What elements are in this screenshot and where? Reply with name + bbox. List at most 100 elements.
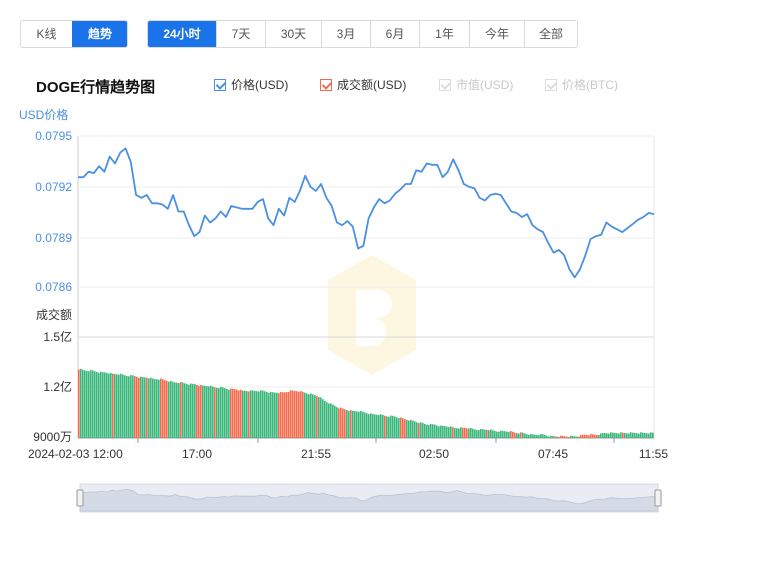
view-tab-group: K线 趋势 <box>20 20 128 48</box>
price-tick-label: 0.0786 <box>35 280 72 294</box>
volume-bar <box>648 433 650 438</box>
volume-bar <box>482 429 484 438</box>
volume-bar <box>510 431 512 438</box>
volume-bar <box>418 423 420 438</box>
navigator-handle-left[interactable] <box>76 489 84 507</box>
volume-bar <box>528 434 530 438</box>
volume-bar <box>272 392 274 438</box>
volume-bar <box>454 427 456 438</box>
volume-bar <box>608 433 610 438</box>
volume-bar <box>556 436 558 438</box>
volume-bar <box>430 423 432 438</box>
volume-bar <box>228 389 230 438</box>
volume-bar <box>292 390 294 438</box>
volume-bar <box>468 428 470 438</box>
volume-bar <box>522 432 524 438</box>
volume-bar <box>540 434 542 438</box>
volume-bar <box>102 372 104 438</box>
checkbox-icon[interactable] <box>545 78 557 91</box>
volume-bar <box>546 435 548 438</box>
volume-bar <box>134 376 136 438</box>
volume-bar <box>84 370 86 438</box>
tab-range-ytd[interactable]: 今年 <box>469 21 524 47</box>
volume-bar <box>160 378 162 438</box>
volume-bar <box>250 390 252 438</box>
volume-bar <box>328 403 330 438</box>
volume-bar <box>550 435 552 438</box>
volume-bar <box>164 380 166 438</box>
volume-bar <box>638 433 640 438</box>
legend-label: 成交额(USD) <box>337 78 407 92</box>
volume-bar <box>524 433 526 438</box>
checkbox-icon[interactable] <box>214 78 226 91</box>
volume-bar <box>282 392 284 438</box>
legend-price-btc[interactable]: 价格(BTC) <box>545 76 618 93</box>
volume-bar <box>554 436 556 438</box>
legend-price-usd[interactable]: 价格(USD) <box>214 76 288 93</box>
volume-bar <box>620 432 622 438</box>
volume-bar <box>568 436 570 438</box>
volume-tick-label: 1.5亿 <box>43 329 72 344</box>
tab-range-1y[interactable]: 1年 <box>419 21 469 47</box>
x-tick-label: 07:45 <box>538 447 568 461</box>
volume-bar <box>324 400 326 438</box>
volume-bar <box>168 381 170 438</box>
volume-bar <box>152 378 154 438</box>
volume-bar <box>404 418 406 438</box>
volume-bar <box>466 428 468 438</box>
volume-bar <box>630 432 632 438</box>
volume-bar <box>552 436 554 438</box>
volume-bar <box>604 432 606 438</box>
volume-bar <box>194 384 196 438</box>
volume-bar <box>148 378 150 438</box>
volume-bar <box>508 431 510 438</box>
volume-bar <box>388 416 390 438</box>
volume-bar <box>362 411 364 438</box>
legend-label: 价格(BTC) <box>562 78 618 92</box>
volume-bar <box>530 434 532 438</box>
price-axis-title: USD价格 <box>19 107 68 122</box>
volume-bar <box>176 382 178 438</box>
volume-bar <box>426 424 428 438</box>
volume-bar <box>448 427 450 438</box>
volume-bar <box>396 417 398 438</box>
tab-range-30d[interactable]: 30天 <box>265 21 321 47</box>
volume-bar <box>452 427 454 438</box>
volume-bar <box>458 428 460 438</box>
volume-bar <box>262 390 264 438</box>
legend-volume-usd[interactable]: 成交额(USD) <box>320 76 406 93</box>
volume-bar <box>394 416 396 438</box>
volume-bar <box>108 373 110 438</box>
volume-bar <box>626 433 628 438</box>
x-tick-label: 21:55 <box>301 447 331 461</box>
volume-bar <box>390 415 392 438</box>
navigator-track[interactable] <box>79 483 659 513</box>
tab-range-7d[interactable]: 7天 <box>216 21 265 47</box>
volume-bar <box>564 436 566 438</box>
volume-bar <box>238 390 240 438</box>
tab-kline[interactable]: K线 <box>21 21 72 47</box>
volume-bar <box>512 431 514 438</box>
tab-range-3m[interactable]: 3月 <box>321 21 370 47</box>
tab-range-all[interactable]: 全部 <box>524 21 577 47</box>
legend-marketcap-usd[interactable]: 市值(USD) <box>439 76 513 93</box>
navigator-handle-right[interactable] <box>654 489 662 507</box>
volume-axis-title: 成交额 <box>36 307 72 322</box>
checkbox-icon[interactable] <box>320 78 332 91</box>
tab-range-24h[interactable]: 24小时 <box>148 21 216 47</box>
volume-bar <box>644 432 646 438</box>
volume-bar <box>276 392 278 438</box>
tab-range-6m[interactable]: 6月 <box>370 21 419 47</box>
volume-bar <box>252 390 254 438</box>
volume-bar <box>520 432 522 438</box>
volume-bar <box>366 413 368 438</box>
volume-bar <box>628 433 630 438</box>
volume-bar <box>150 377 152 438</box>
tab-trend[interactable]: 趋势 <box>72 21 127 47</box>
volume-bar <box>516 433 518 438</box>
price-line <box>78 147 655 279</box>
volume-bar <box>302 391 304 438</box>
volume-bar <box>128 376 130 438</box>
volume-bar <box>116 374 118 438</box>
checkbox-icon[interactable] <box>439 78 451 91</box>
